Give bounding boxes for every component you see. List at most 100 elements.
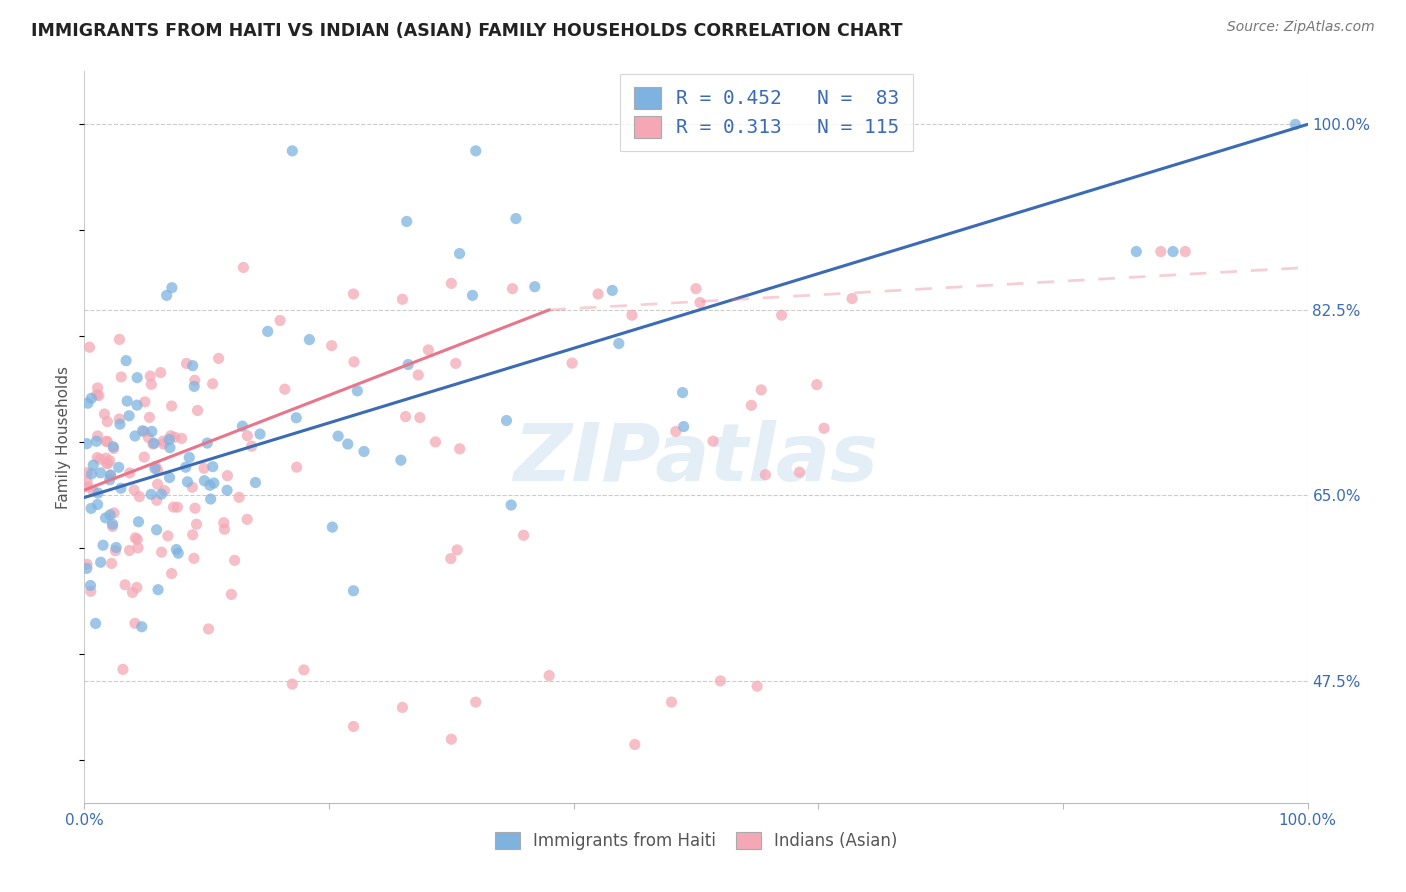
Point bbox=[162, 500, 184, 515]
Point bbox=[121, 585, 143, 599]
Point bbox=[125, 581, 148, 595]
Point bbox=[671, 385, 693, 400]
Point bbox=[131, 424, 153, 438]
Point bbox=[285, 410, 308, 425]
Point bbox=[160, 281, 183, 295]
Point bbox=[127, 515, 149, 529]
Point bbox=[100, 468, 122, 483]
Point bbox=[101, 519, 124, 533]
Point bbox=[159, 429, 181, 443]
Point bbox=[200, 491, 222, 506]
Point bbox=[201, 376, 224, 391]
Point bbox=[160, 399, 183, 413]
Point bbox=[409, 410, 432, 425]
Point bbox=[143, 461, 166, 475]
Point bbox=[502, 282, 524, 296]
Point bbox=[159, 441, 181, 455]
Point bbox=[86, 450, 108, 465]
Point bbox=[156, 529, 179, 543]
Point bbox=[813, 421, 835, 435]
Point bbox=[166, 500, 188, 515]
Point bbox=[165, 542, 187, 557]
Point bbox=[159, 470, 181, 484]
Point bbox=[672, 419, 695, 434]
Point bbox=[108, 332, 131, 346]
Point bbox=[285, 460, 308, 475]
Point bbox=[101, 517, 124, 532]
Point bbox=[146, 582, 169, 597]
Point bbox=[82, 458, 104, 472]
Point bbox=[512, 528, 534, 542]
Point bbox=[193, 474, 215, 488]
Point bbox=[76, 558, 98, 572]
Point bbox=[107, 460, 129, 475]
Point bbox=[124, 531, 146, 545]
Point bbox=[156, 288, 179, 302]
Point bbox=[1174, 244, 1197, 259]
Point bbox=[125, 398, 148, 412]
Point bbox=[103, 506, 125, 520]
Point bbox=[79, 578, 101, 592]
Point bbox=[139, 369, 162, 384]
Point bbox=[292, 663, 315, 677]
Point bbox=[1284, 117, 1306, 131]
Point bbox=[464, 695, 486, 709]
Point bbox=[240, 439, 263, 453]
Y-axis label: Family Households: Family Households bbox=[56, 366, 72, 508]
Point bbox=[90, 466, 112, 480]
Point bbox=[181, 528, 204, 542]
Point bbox=[96, 456, 118, 470]
Point bbox=[184, 373, 207, 387]
Point bbox=[138, 431, 160, 445]
Point bbox=[440, 277, 463, 291]
Point bbox=[505, 211, 527, 226]
Point bbox=[80, 392, 103, 406]
Point bbox=[449, 442, 471, 456]
Point bbox=[298, 333, 321, 347]
Point bbox=[464, 144, 486, 158]
Point bbox=[228, 490, 250, 504]
Point bbox=[661, 695, 683, 709]
Point bbox=[321, 520, 343, 534]
Point bbox=[127, 370, 149, 384]
Point bbox=[141, 425, 163, 439]
Point bbox=[93, 407, 115, 421]
Point bbox=[395, 214, 418, 228]
Point bbox=[444, 356, 467, 370]
Point bbox=[80, 501, 103, 516]
Point bbox=[342, 583, 364, 598]
Point bbox=[232, 260, 254, 275]
Point bbox=[150, 487, 173, 501]
Point bbox=[94, 511, 117, 525]
Point bbox=[449, 246, 471, 260]
Point bbox=[665, 425, 688, 439]
Point bbox=[79, 340, 101, 354]
Point bbox=[342, 287, 364, 301]
Point bbox=[446, 542, 468, 557]
Point bbox=[142, 436, 165, 450]
Point bbox=[118, 409, 141, 423]
Point bbox=[149, 366, 172, 380]
Point bbox=[406, 368, 429, 382]
Point bbox=[139, 487, 162, 501]
Point bbox=[96, 434, 118, 449]
Point bbox=[76, 436, 98, 450]
Point bbox=[770, 308, 793, 322]
Point bbox=[321, 338, 343, 352]
Point bbox=[231, 419, 253, 434]
Point bbox=[193, 461, 215, 475]
Point bbox=[747, 679, 769, 693]
Point bbox=[212, 516, 235, 530]
Point bbox=[142, 437, 165, 451]
Point bbox=[561, 356, 583, 370]
Point bbox=[245, 475, 267, 490]
Point bbox=[86, 497, 108, 511]
Point bbox=[184, 501, 207, 516]
Point bbox=[152, 434, 174, 448]
Point bbox=[391, 293, 413, 307]
Point bbox=[100, 468, 122, 483]
Point bbox=[749, 383, 772, 397]
Point bbox=[1125, 244, 1147, 259]
Point bbox=[90, 555, 112, 569]
Point bbox=[586, 287, 609, 301]
